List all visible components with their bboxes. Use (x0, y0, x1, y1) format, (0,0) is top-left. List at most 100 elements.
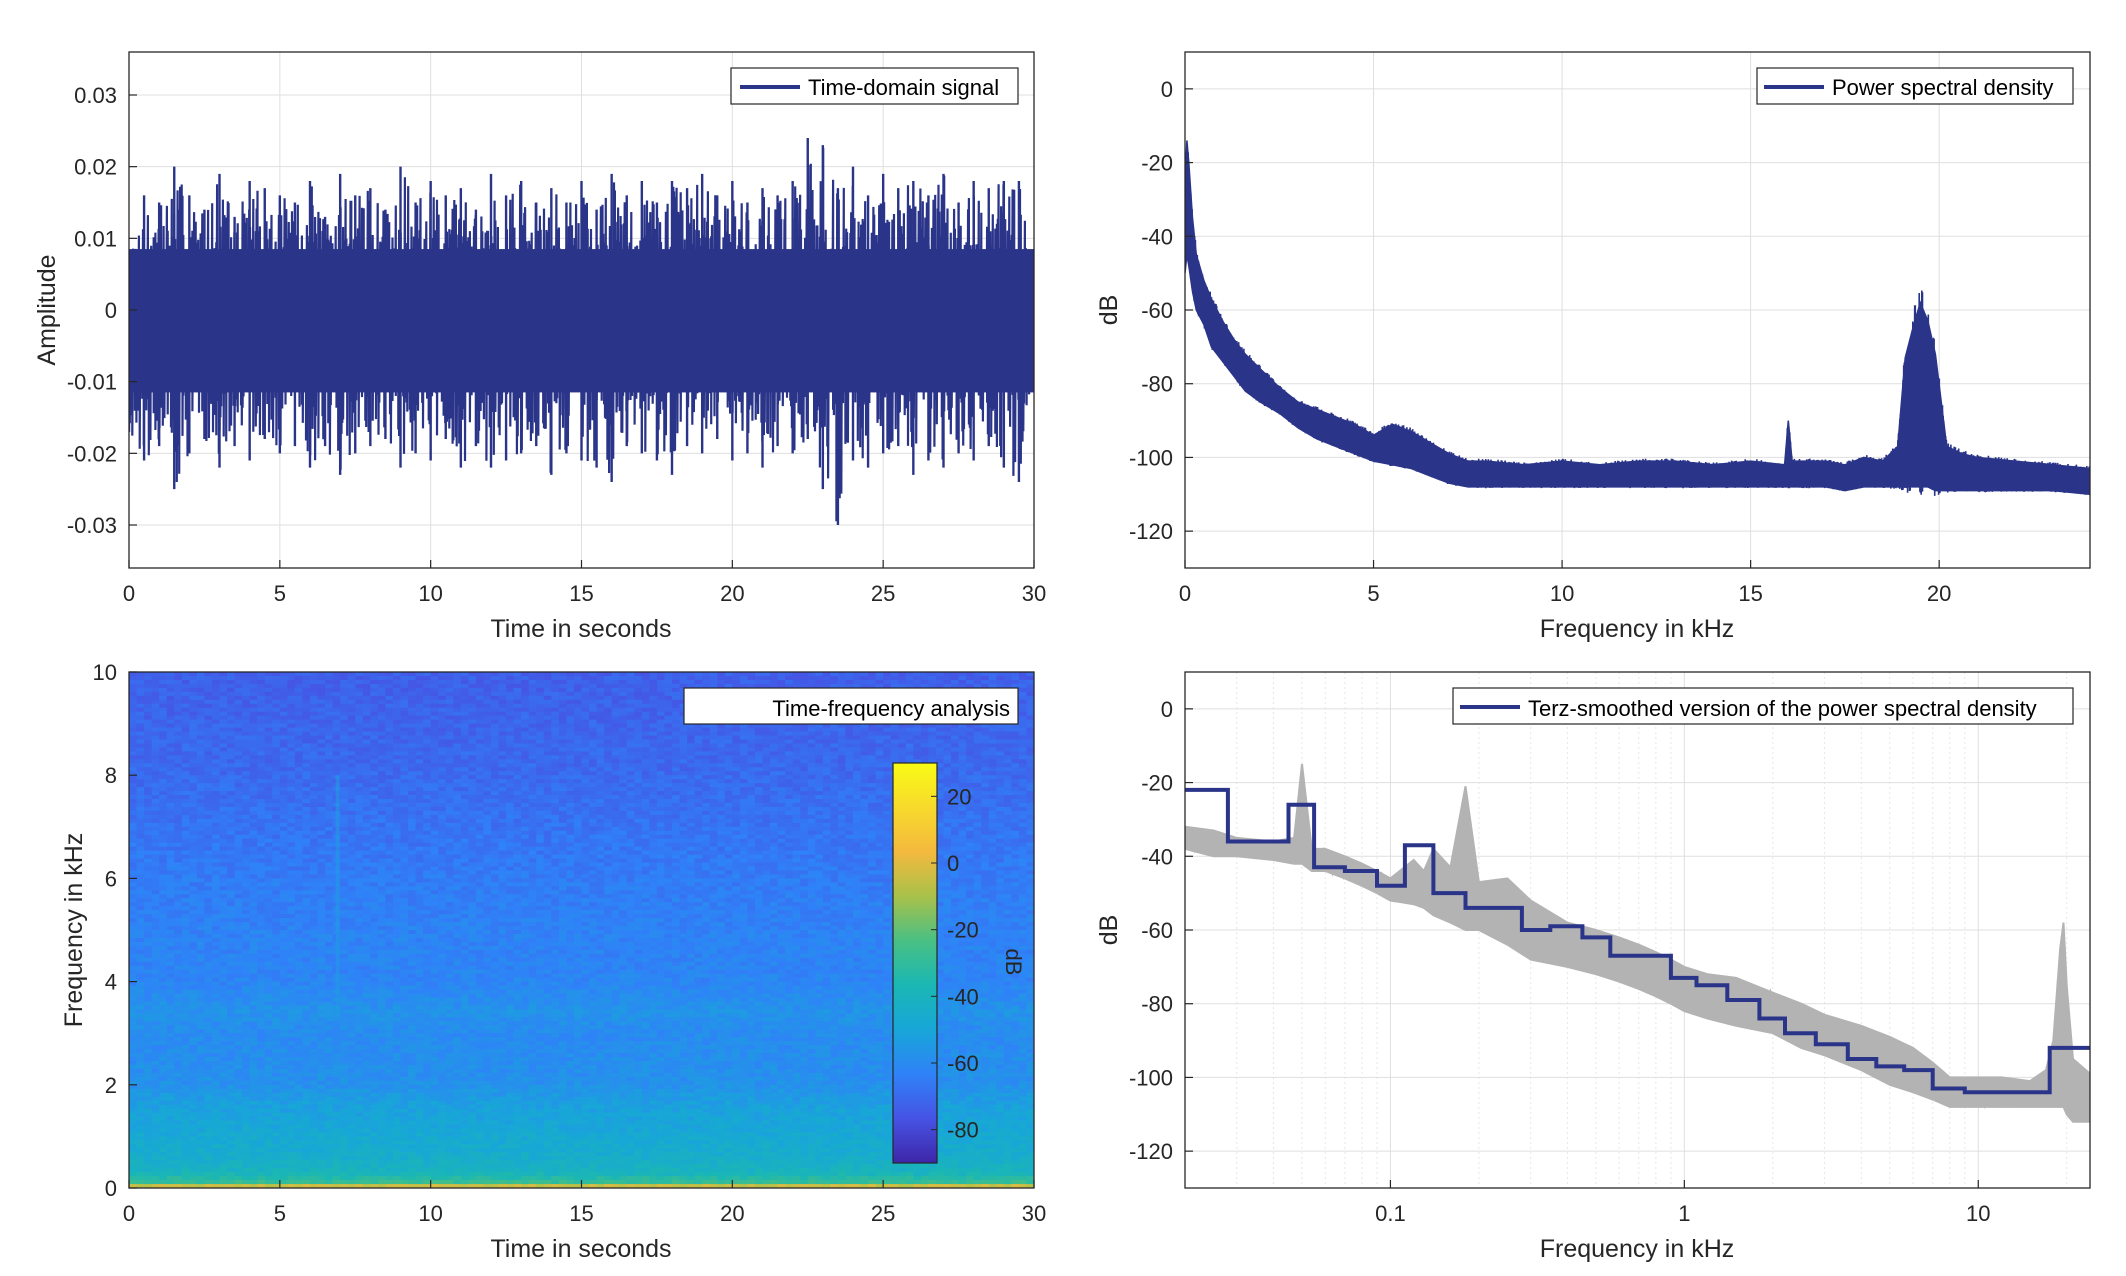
spectrogram-cell (325, 711, 334, 717)
spectrogram-cell (800, 747, 809, 752)
spectrogram-cell (1003, 806, 1012, 812)
spectrogram-cell (430, 727, 439, 733)
spectrogram-cell (430, 719, 439, 725)
spectrogram-cell (868, 767, 877, 772)
spectrogram-cell (709, 743, 718, 749)
spectrogram-cell (129, 826, 138, 832)
spectrogram-cell (234, 735, 243, 741)
spectrogram-cell (687, 735, 696, 741)
spectrogram-cell (294, 743, 304, 749)
spectrogram-cell (770, 683, 779, 689)
spectrogram-cell (649, 711, 658, 717)
spectrogram-cell (837, 747, 847, 752)
spectrogram-cell (566, 723, 575, 729)
spectrogram-cell (144, 799, 153, 804)
spectrogram-cell (634, 711, 643, 717)
spectrogram-cell (506, 779, 515, 784)
spectrogram-cell (159, 791, 168, 796)
spectrogram-cell (966, 763, 975, 768)
spectrogram-cell (611, 822, 620, 828)
spectrogram-cell (890, 679, 899, 685)
spectrogram-cell (408, 787, 417, 792)
x-tick-label: 20 (720, 581, 744, 606)
spectrogram-cell (151, 703, 160, 709)
spectrogram-cell (626, 755, 635, 760)
spectrogram-cell (219, 791, 228, 796)
spectrogram-cell (302, 771, 311, 776)
spectrogram-cell (935, 802, 945, 808)
spectrogram-cell (415, 715, 424, 721)
spectrogram-cell (211, 672, 221, 677)
spectrogram-cell (491, 723, 500, 729)
spectrogram-cell (415, 739, 424, 745)
spectrogram-cell (483, 735, 492, 741)
spectrogram-cell (445, 802, 454, 808)
spectrogram-cell (822, 802, 831, 808)
spectrogram-cell (958, 802, 967, 808)
spectrogram-cell (739, 771, 749, 776)
spectrogram-cell (438, 755, 447, 760)
spectrogram-cell (430, 751, 439, 756)
spectrogram-cell (460, 791, 469, 796)
spectrogram-cell (785, 799, 794, 804)
spectrogram-cell (129, 767, 138, 772)
spectrogram-cell (355, 791, 364, 796)
spectrogram-cell (264, 818, 273, 824)
spectrogram-cell (815, 810, 824, 816)
spectrogram-cell (392, 783, 402, 788)
spectrogram-cell (483, 687, 492, 693)
spectrogram-cell (129, 795, 138, 800)
spectrogram-cell (340, 672, 349, 677)
spectrogram-cell (551, 802, 560, 808)
spectrogram-cell (664, 783, 673, 788)
spectrogram-cell (988, 791, 997, 796)
spectrogram-cell (649, 731, 658, 737)
spectrogram-cell (672, 739, 681, 745)
spectrogram-cell (672, 783, 681, 788)
spectrogram-cell (551, 791, 560, 796)
spectrogram-cell (272, 751, 281, 756)
spectrogram-cell (709, 814, 718, 820)
spectrogram-cell (294, 687, 304, 693)
spectrogram-cell (415, 703, 424, 709)
spectrogram-cell (302, 715, 311, 721)
spectrogram-cell (581, 683, 590, 689)
spectrogram-cell (958, 759, 967, 764)
spectrogram-cell (951, 787, 960, 792)
spectrogram-cell (460, 695, 469, 701)
spectrogram-cell (430, 783, 439, 788)
spectrogram-cell (136, 775, 145, 780)
spectrogram-cell (325, 810, 334, 816)
spectrogram-cell (219, 735, 228, 741)
spectrogram-cell (445, 695, 454, 701)
spectrogram-cell (687, 814, 696, 820)
spectrogram-cell (883, 791, 892, 796)
spectrogram-cell (423, 818, 432, 824)
spectrogram-cell (287, 779, 296, 784)
spectrogram-cell (732, 802, 741, 808)
spectrogram-cell (227, 799, 236, 804)
spectrogram-cell (385, 818, 394, 824)
spectrogram-cell (257, 707, 266, 713)
spectrogram-cell (483, 802, 492, 808)
spectrogram-cell (483, 683, 492, 689)
spectrogram-cell (558, 763, 568, 768)
spectrogram-cell (709, 826, 718, 832)
spectrogram-cell (340, 743, 349, 749)
spectrogram-cell (294, 695, 304, 701)
spectrogram-cell (332, 755, 341, 760)
spectrogram-cell (853, 763, 862, 768)
spectrogram-cell (724, 675, 733, 681)
spectrogram-cell (619, 703, 628, 709)
spectrogram-cell (219, 723, 228, 729)
spectrogram-cell (1011, 806, 1020, 812)
spectrogram-cell (996, 767, 1005, 772)
spectrogram-cell (181, 806, 190, 812)
spectrogram-cell (649, 799, 658, 804)
spectrogram-cell (302, 679, 311, 685)
spectrogram-cell (408, 731, 417, 737)
spectrogram-cell (785, 759, 794, 764)
spectrogram-cell (581, 703, 590, 709)
spectrogram-cell (242, 683, 251, 689)
spectrogram-cell (370, 822, 379, 828)
